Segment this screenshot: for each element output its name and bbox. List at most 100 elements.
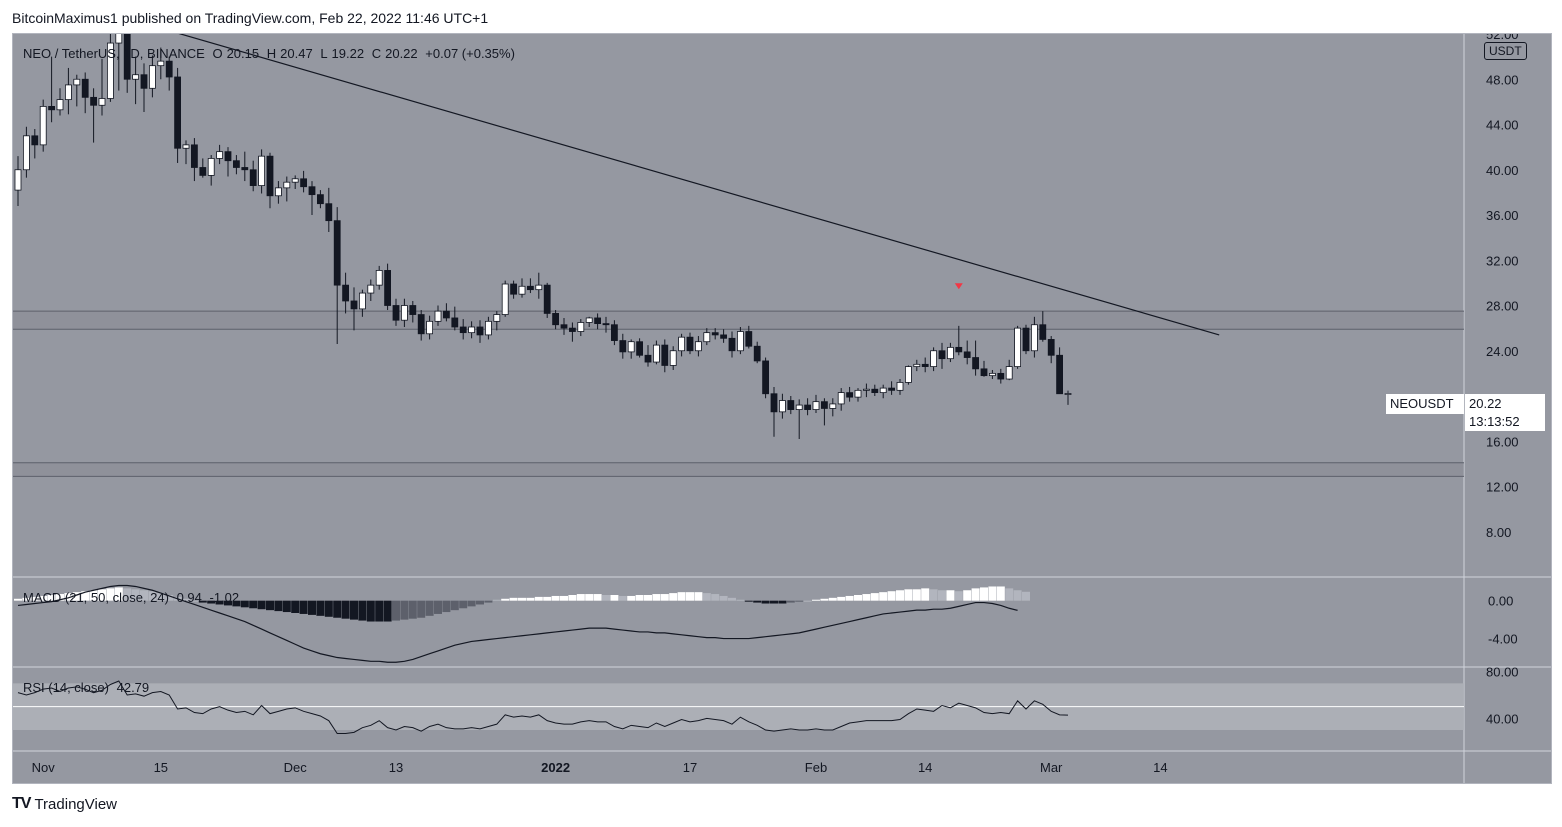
publisher-line: BitcoinMaximus1 published on TradingView… [12,10,489,26]
candle-body [501,283,509,315]
candle-body [653,344,660,363]
candle-body [518,285,526,295]
time-axis-label: Mar [1040,760,1063,775]
candle [333,207,341,344]
candle-body [325,203,333,222]
candle [527,278,534,294]
candle-body [711,332,719,336]
tradingview-brand: TradingView [34,795,117,813]
candle [720,329,727,343]
candle-body [148,65,156,89]
time-axis-label: Dec [284,760,308,775]
macd-histogram-bar [1013,590,1022,601]
price-tick-label: 36.00 [1486,208,1519,223]
candle-body [1031,324,1038,352]
candle [249,160,257,192]
candle-body [165,60,173,78]
candle-body [1005,366,1013,380]
macd-histogram-bar [156,593,165,601]
candle [821,398,828,426]
candle-body [300,178,308,188]
macd-histogram-bar [862,594,871,601]
rsi-line [17,680,1069,734]
macd-histogram-bar [434,600,442,614]
chart-canvas[interactable]: 52.00 48.00 44.00 40.00 36.00 32.00 28.00 24.00… [13,34,1551,783]
price-pane-bg [13,34,1464,577]
macd-histogram-bar [904,589,913,601]
descending-trendline [178,34,1220,336]
candle-body [930,350,937,367]
candle [795,399,803,439]
candle [703,328,711,346]
candle-body [174,76,182,149]
macd-histogram-bar [266,600,274,611]
low-value: 19.22 [331,46,365,61]
candle [451,306,459,331]
candle [661,339,669,373]
time-axis-bg [13,751,1551,783]
macd-histogram-bar [551,595,560,601]
time-axis-label: 14 [918,760,932,775]
candle [308,181,316,215]
close-value: 20.22 [385,46,418,61]
candle [274,181,282,204]
price-tick-label: 52.00 [1486,34,1519,42]
candle [913,359,921,372]
macd-histogram-bar [400,600,409,620]
candle [552,310,559,330]
candle [837,388,845,411]
candle-body [854,389,862,398]
candle [1056,347,1063,395]
candle [434,305,442,326]
macd-histogram-bar [484,600,493,603]
candle [669,346,677,370]
candle-body [846,392,853,398]
macd-histogram-bar [980,587,988,601]
rsi-legend: RSI (14, close) 42.79 [23,680,153,695]
macd-histogram-bar [207,600,216,604]
macd-histogram-bar [702,593,711,601]
macd-histogram-bar [719,595,728,601]
candle-body [65,84,72,101]
candle [871,384,879,396]
rsi-label[interactable]: RSI (14, close) [23,680,109,695]
candle [426,315,434,340]
candle [190,138,198,182]
macd-histogram-bar [240,600,249,608]
candle-body [283,181,291,189]
candle-body [669,350,677,366]
candle-body [560,324,568,329]
candle [283,176,291,202]
candle-body [333,220,341,286]
tradingview-footer[interactable]: TV TradingView [12,795,117,813]
macd-histogram-bar [366,600,375,622]
symbol-label[interactable]: NEO / TetherUS, 1D, BINANCE [23,46,205,61]
candle-body [73,78,81,86]
macd-histogram-bar [938,590,946,601]
candle [476,320,484,343]
chart-container[interactable]: 52.00 48.00 44.00 40.00 36.00 32.00 28.00 24.00… [12,33,1552,784]
candle-body [569,327,576,332]
candle-body [1047,339,1055,356]
candle [207,155,215,186]
macd-histogram-bar [72,592,81,601]
candle [115,34,123,91]
candle [594,313,601,330]
candle [863,383,870,398]
macd-label[interactable]: MACD (21, 50, close, 24) [23,590,169,605]
candle-body [417,314,425,335]
macd-histogram-bar [282,600,291,613]
macd-histogram-bar [47,595,56,601]
candle [980,360,988,377]
price-tick-label: 28.00 [1486,299,1519,314]
currency-unit-badge[interactable]: USDT [1484,42,1527,60]
candle-body [426,320,434,335]
candle-body [627,341,635,353]
candle [266,152,274,209]
rsi-tick-label: 80.00 [1486,665,1519,680]
macd-histogram-bar [148,591,157,601]
macd-histogram-bar [501,598,510,601]
candle [409,300,417,323]
candle-body [787,400,795,410]
countdown-badge: 13:13:52 [1465,413,1545,431]
